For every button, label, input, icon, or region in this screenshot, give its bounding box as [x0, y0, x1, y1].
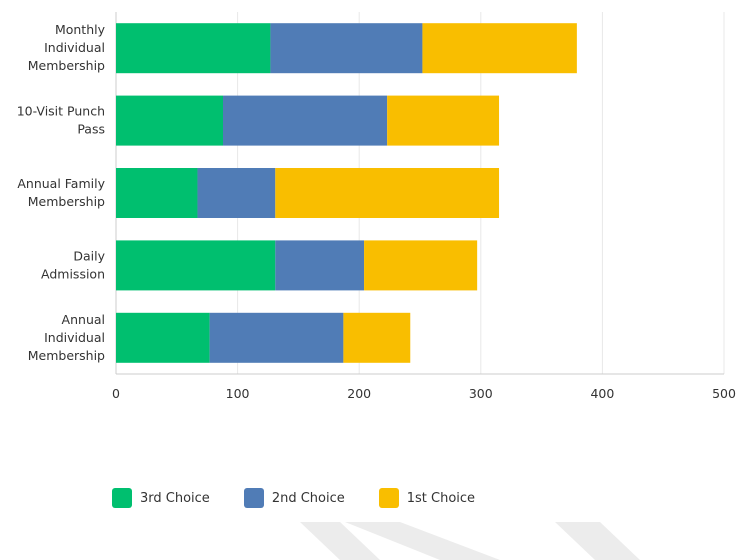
x-tick-label: 200: [347, 386, 371, 401]
bar-segment[interactable]: [387, 95, 500, 146]
category-label-line: Monthly: [55, 22, 106, 37]
bar-segment[interactable]: [116, 240, 276, 291]
category-label-line: Individual: [44, 330, 105, 345]
x-tick-label: 500: [712, 386, 736, 401]
legend-item-3rd-choice[interactable]: 3rd Choice: [112, 488, 210, 508]
legend-label: 1st Choice: [406, 490, 476, 506]
stacked-bar-chart: Monthly Individual Membership 10-Visit Punc…: [17, 12, 736, 401]
x-tick-label: 300: [469, 386, 493, 401]
legend: 3rd Choice 2nd Choice 1st Choice: [112, 488, 475, 508]
category-labels: Monthly Individual Membership 10-Visit Punc…: [17, 22, 106, 363]
bar-segment[interactable]: [364, 240, 478, 291]
bar-segment[interactable]: [223, 95, 388, 146]
legend-swatch: [112, 488, 132, 508]
category-label: Annual Individual Membership: [28, 312, 105, 363]
bar-segment[interactable]: [116, 168, 198, 218]
category-label-line: Membership: [28, 348, 105, 363]
x-tick-label: 0: [112, 386, 120, 401]
legend-swatch: [378, 488, 399, 508]
category-label-line: Membership: [28, 58, 105, 73]
decorative-watermark: [300, 522, 640, 560]
x-tick-label: 400: [590, 386, 614, 401]
x-tick-label: 100: [226, 386, 250, 401]
bar-segment[interactable]: [422, 23, 577, 74]
bars: [116, 23, 577, 363]
legend-swatch: [243, 488, 264, 508]
category-label: Monthly Individual Membership: [28, 22, 106, 73]
category-label: 10-Visit Punch Pass: [17, 104, 105, 137]
bar-segment[interactable]: [275, 168, 500, 218]
legend-item-1st-choice[interactable]: 1st Choice: [378, 488, 476, 508]
category-label-line: Annual Family: [17, 176, 105, 191]
bar-segment[interactable]: [197, 168, 276, 218]
category-label-line: 10-Visit Punch: [17, 104, 105, 119]
category-label-line: Individual: [44, 40, 105, 55]
category-label-line: Admission: [41, 266, 105, 281]
legend-label: 2nd Choice: [271, 490, 345, 506]
bar-segment[interactable]: [116, 95, 224, 146]
bar-segment[interactable]: [275, 240, 365, 291]
x-axis-ticks: 0 100 200 300 400 500: [112, 386, 736, 401]
legend-item-2nd-choice[interactable]: 2nd Choice: [243, 488, 345, 508]
bar-segment[interactable]: [209, 312, 344, 363]
legend-label: 3rd Choice: [140, 490, 210, 506]
category-label-line: Daily: [73, 248, 105, 263]
category-label-line: Pass: [77, 122, 105, 137]
bar-segment[interactable]: [270, 23, 423, 74]
bar-segment[interactable]: [116, 312, 210, 363]
category-label: Annual Family Membership: [17, 176, 105, 209]
category-label-line: Annual: [62, 312, 105, 327]
category-label-line: Membership: [28, 194, 105, 209]
bar-segment[interactable]: [116, 23, 271, 74]
bar-segment[interactable]: [343, 312, 411, 363]
category-label: Daily Admission: [41, 248, 106, 281]
